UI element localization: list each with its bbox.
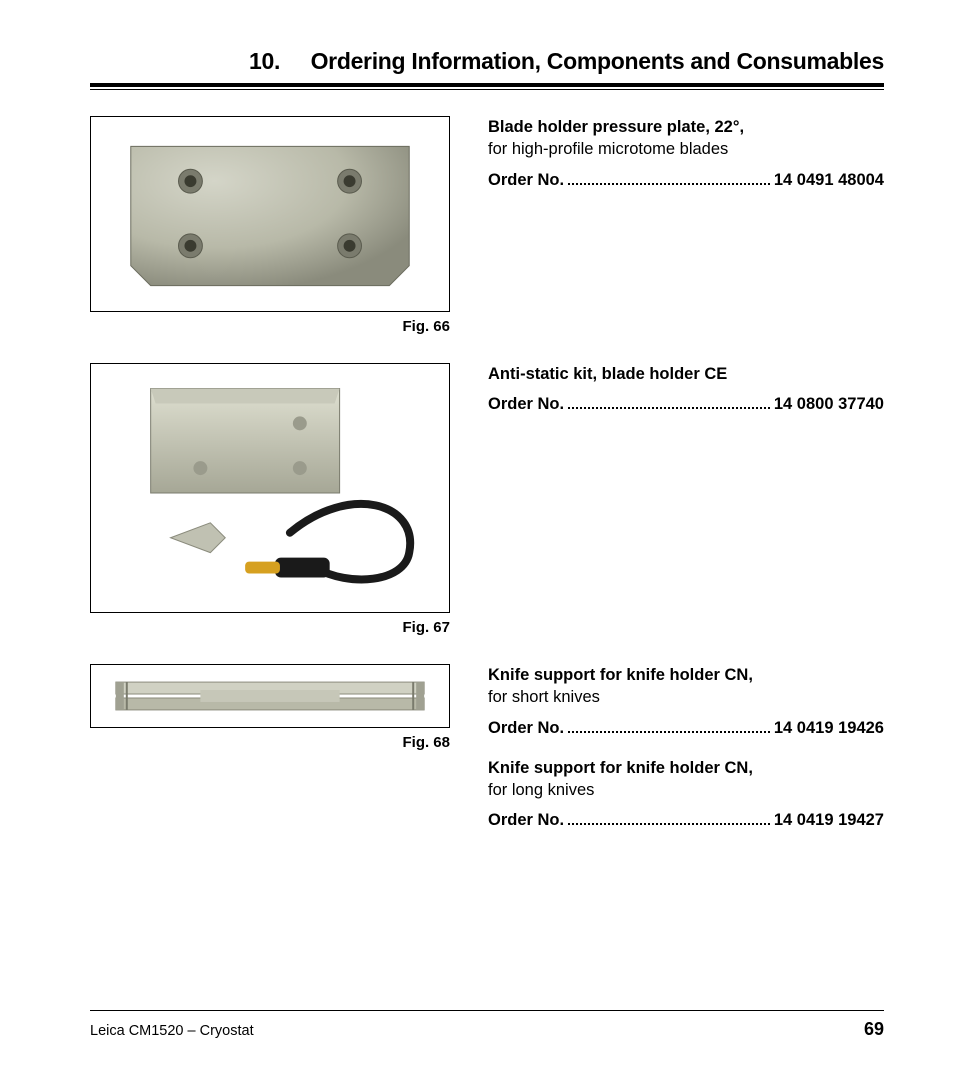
- figure-68-image: [90, 664, 450, 728]
- order-line: Order No. 14 0419 19426: [488, 717, 884, 739]
- section-heading: 10. Ordering Information, Components and…: [90, 48, 884, 83]
- footer-page-number: 69: [864, 1019, 884, 1040]
- figure-column: Fig. 68: [90, 664, 450, 751]
- figure-68-label: Fig. 68: [90, 728, 450, 751]
- order-label: Order No.: [488, 393, 564, 415]
- order-number: 14 0419 19426: [774, 717, 884, 739]
- page-footer: Leica CM1520 – Cryostat 69: [90, 1010, 884, 1040]
- order-number: 14 0419 19427: [774, 809, 884, 831]
- order-line: Order No. 14 0800 37740: [488, 393, 884, 415]
- item-title: Knife support for knife holder CN,: [488, 757, 884, 779]
- item-subtitle: for long knives: [488, 779, 884, 801]
- content: Fig. 66 Blade holder pressure plate, 22°…: [90, 116, 884, 832]
- dot-leader: [568, 183, 770, 185]
- header-rule: [90, 83, 884, 90]
- item-title: Blade holder pressure plate, 22°,: [488, 116, 884, 138]
- item-subtitle: for short knives: [488, 686, 884, 708]
- dot-leader: [568, 823, 770, 825]
- footer-rule: [90, 1010, 884, 1011]
- figure-66-image: [90, 116, 450, 312]
- figure-67-image: [90, 363, 450, 613]
- item-subtitle: for high-profile microtome blades: [488, 138, 884, 160]
- figure-66-label: Fig. 66: [90, 312, 450, 335]
- page-header: 10. Ordering Information, Components and…: [90, 48, 884, 90]
- footer-product: Leica CM1520 – Cryostat: [90, 1023, 254, 1039]
- figure-67-label: Fig. 67: [90, 613, 450, 636]
- section-title: Ordering Information, Components and Con…: [311, 48, 884, 74]
- order-label: Order No.: [488, 809, 564, 831]
- order-number: 14 0491 48004: [774, 169, 884, 191]
- footer-row: Leica CM1520 – Cryostat 69: [90, 1019, 884, 1040]
- item-description: Blade holder pressure plate, 22°, for hi…: [488, 116, 884, 191]
- order-label: Order No.: [488, 717, 564, 739]
- catalog-row: Fig. 66 Blade holder pressure plate, 22°…: [90, 116, 884, 335]
- order-line: Order No. 14 0491 48004: [488, 169, 884, 191]
- item-title: Knife support for knife holder CN,: [488, 664, 884, 686]
- extra-item: Knife support for knife holder CN, for l…: [488, 757, 884, 832]
- dot-leader: [568, 407, 770, 409]
- order-label: Order No.: [488, 169, 564, 191]
- section-number: 10.: [249, 48, 280, 74]
- figure-column: Fig. 67: [90, 363, 450, 636]
- order-number: 14 0800 37740: [774, 393, 884, 415]
- order-line: Order No. 14 0419 19427: [488, 809, 884, 831]
- figure-column: Fig. 66: [90, 116, 450, 335]
- item-title: Anti-static kit, blade holder CE: [488, 363, 884, 385]
- catalog-row: Fig. 67 Anti-static kit, blade holder CE…: [90, 363, 884, 636]
- dot-leader: [568, 731, 770, 733]
- item-description: Knife support for knife holder CN, for s…: [488, 664, 884, 832]
- catalog-row: Fig. 68 Knife support for knife holder C…: [90, 664, 884, 832]
- item-description: Anti-static kit, blade holder CE Order N…: [488, 363, 884, 416]
